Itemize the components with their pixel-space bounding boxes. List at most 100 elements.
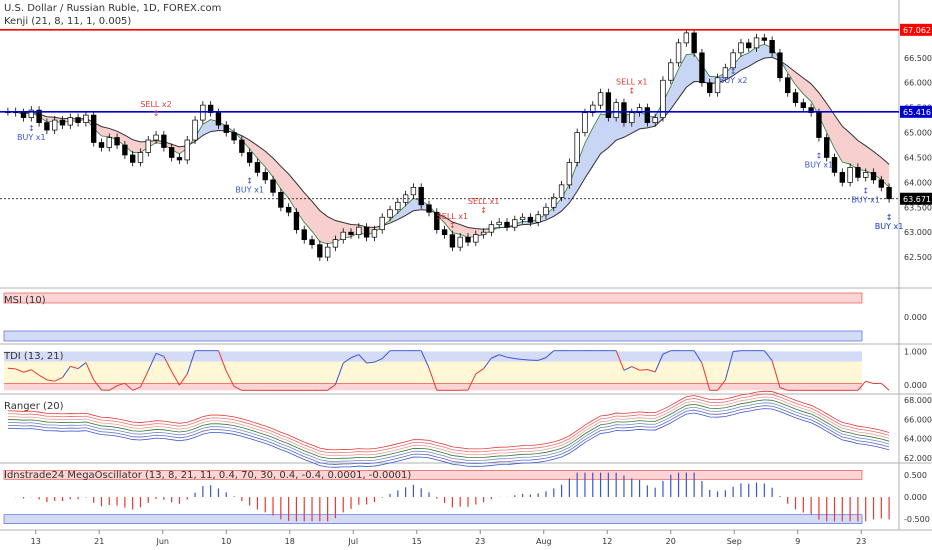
buy-signal-label: BUY x1 bbox=[875, 222, 904, 231]
candle bbox=[480, 231, 487, 236]
tdi-line-segment bbox=[124, 382, 134, 391]
bear-cloud bbox=[241, 135, 391, 244]
candle bbox=[371, 229, 378, 238]
osc-tick-label: -0.500 bbox=[904, 515, 930, 524]
candle bbox=[839, 172, 846, 183]
candle bbox=[543, 206, 549, 216]
candle bbox=[270, 179, 276, 193]
tdi-tick-label: 0.000 bbox=[904, 381, 927, 390]
candle bbox=[855, 167, 861, 178]
tdi-line-segment bbox=[420, 350, 430, 369]
tdi-line-segment bbox=[662, 350, 671, 355]
tdi-line-segment bbox=[381, 350, 391, 360]
tdi-line-segment bbox=[491, 354, 500, 359]
candle bbox=[434, 211, 440, 231]
ranger-title: Ranger (20) bbox=[4, 401, 64, 412]
tdi-line-segment bbox=[522, 359, 531, 361]
candle bbox=[223, 124, 229, 133]
tdi-line-segment bbox=[77, 362, 87, 370]
candle bbox=[239, 139, 245, 153]
candle bbox=[122, 144, 128, 156]
bear-cloud bbox=[787, 65, 890, 188]
tdi-line-segment bbox=[615, 350, 625, 371]
candle bbox=[746, 42, 752, 49]
candle bbox=[699, 52, 705, 84]
osc-tick-label: 0.000 bbox=[904, 493, 927, 502]
tdi-line-segment bbox=[647, 368, 656, 373]
buy-signal-label: BUY x1 bbox=[805, 161, 834, 170]
candle bbox=[98, 142, 105, 148]
tdi-line-segment bbox=[880, 382, 890, 391]
buy-signal-label: BUY x1 bbox=[235, 185, 264, 194]
candle bbox=[387, 209, 393, 218]
tdi-line-segment bbox=[116, 382, 126, 387]
candle bbox=[106, 137, 112, 148]
candle bbox=[36, 109, 42, 123]
tdi-line-segment bbox=[350, 354, 360, 359]
indicator-title: Kenji (21, 8, 11, 1, 0.005) bbox=[4, 16, 132, 27]
candle bbox=[168, 147, 175, 158]
candle bbox=[176, 157, 183, 161]
candle bbox=[644, 107, 651, 123]
tdi-line-segment bbox=[865, 380, 874, 384]
tdi-line-segment bbox=[93, 379, 102, 391]
buy-signal-label: BUY x1 bbox=[875, 222, 904, 231]
candle bbox=[527, 216, 534, 223]
candle bbox=[317, 244, 323, 258]
oscillator-title: Idnstrade24 MegaOscillator (13, 8, 21, 1… bbox=[4, 470, 412, 481]
price-level-badge bbox=[900, 192, 932, 205]
buy-signal-label: BUY x2 bbox=[719, 76, 748, 85]
tdi-line-segment bbox=[623, 366, 632, 371]
candle bbox=[683, 32, 690, 44]
fast-ma-line bbox=[7, 43, 890, 245]
price-level-label: 67.062 bbox=[903, 26, 931, 35]
candle bbox=[652, 117, 658, 123]
ranger-band-line bbox=[7, 405, 890, 465]
tdi-line-segment bbox=[545, 350, 555, 358]
candle bbox=[278, 191, 284, 208]
candle bbox=[44, 122, 50, 131]
x-tick-label: Sep bbox=[727, 537, 742, 546]
price-tick-label: 63.500 bbox=[904, 203, 932, 212]
tdi-line-segment bbox=[475, 368, 484, 375]
candle bbox=[20, 112, 27, 118]
candle bbox=[605, 92, 612, 118]
osc-upper-zone bbox=[3, 470, 863, 480]
x-tick-label: Jun bbox=[156, 537, 170, 546]
candle bbox=[426, 204, 432, 213]
candle bbox=[161, 134, 167, 148]
tdi-line-segment bbox=[701, 362, 711, 391]
osc-tick-label: 0.500 bbox=[904, 471, 927, 480]
signal-arrow: ↕ bbox=[862, 186, 869, 195]
buy-signal-label: BUY x1 bbox=[17, 133, 46, 142]
candle bbox=[761, 37, 768, 41]
candle bbox=[231, 132, 237, 141]
tdi-line-segment bbox=[358, 354, 367, 364]
tdi-line-segment bbox=[327, 384, 336, 391]
candle bbox=[129, 154, 136, 163]
candle bbox=[114, 137, 120, 146]
tdi-line-segment bbox=[132, 386, 141, 391]
candle bbox=[192, 119, 198, 141]
candle bbox=[340, 231, 346, 241]
tdi-line-segment bbox=[171, 371, 180, 386]
signal-arrow: ↕ bbox=[628, 87, 635, 96]
ranger-band-line bbox=[7, 408, 890, 468]
slow-ma-line bbox=[7, 56, 890, 230]
tdi-line-segment bbox=[70, 365, 79, 370]
candle bbox=[395, 201, 401, 211]
candle bbox=[512, 219, 518, 228]
msi-lower-zone bbox=[3, 330, 863, 342]
tdi-line-segment bbox=[342, 357, 352, 364]
x-tick-label: Jul bbox=[347, 537, 358, 546]
price-level-badge bbox=[900, 23, 932, 36]
candle bbox=[800, 102, 807, 108]
candle bbox=[379, 216, 385, 231]
candle bbox=[714, 77, 721, 94]
tdi-upper-zone bbox=[4, 351, 862, 362]
tdi-line-segment bbox=[334, 362, 344, 385]
ranger-tick-label: 62.000 bbox=[904, 454, 932, 463]
candle bbox=[293, 211, 300, 231]
tdi-line-segment bbox=[467, 373, 477, 391]
tdi-line-segment bbox=[54, 377, 63, 382]
